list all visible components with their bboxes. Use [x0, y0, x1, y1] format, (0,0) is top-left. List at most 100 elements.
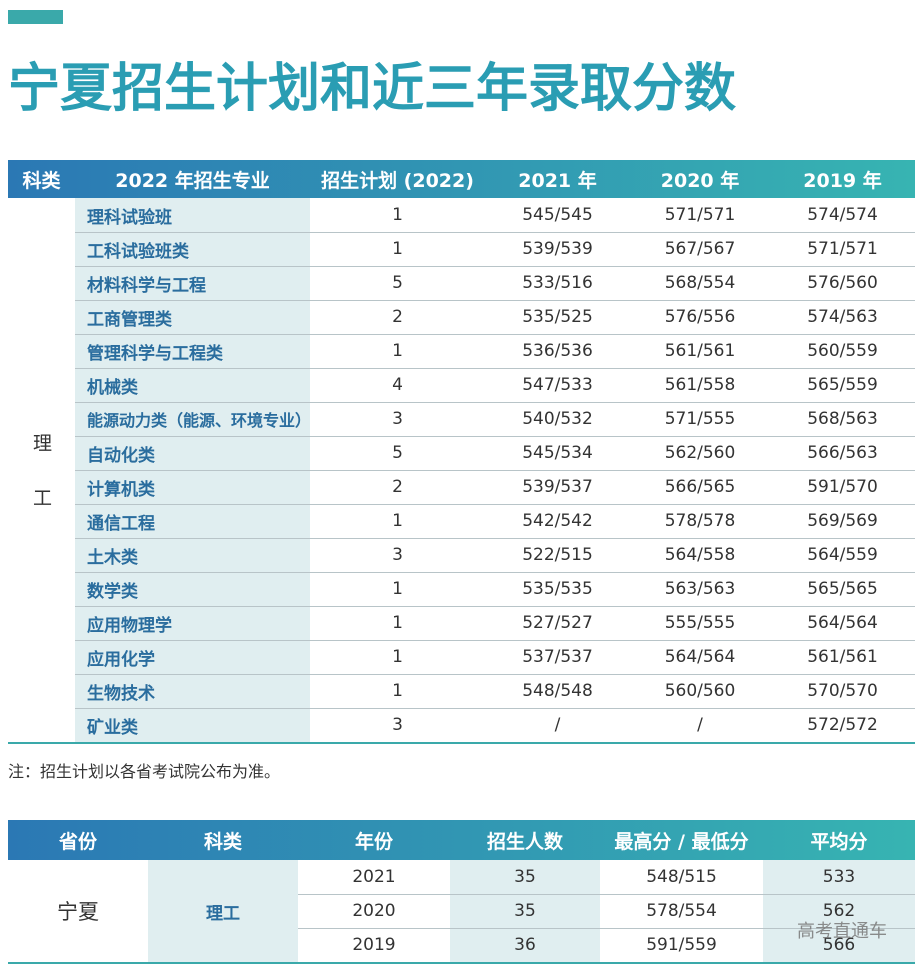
value-cell: 535/525: [522, 307, 593, 327]
major-cell: 能源动力类（能源、环境专业）: [87, 411, 312, 430]
major-cell: 材料科学与工程: [87, 275, 206, 296]
row-line: [75, 708, 915, 709]
value-cell: 539/537: [522, 477, 593, 497]
major-cell: 生物技术: [87, 683, 155, 704]
value-cell: 527/527: [522, 613, 593, 633]
value-cell: 567/567: [664, 239, 736, 259]
category-cell: 理工: [30, 433, 52, 543]
value-cell: 537/537: [522, 647, 593, 667]
header-cell: 招生计划 (2022): [321, 169, 474, 192]
row-line: [75, 266, 915, 267]
value-cell: 566/563: [807, 443, 878, 463]
value-cell: 574/563: [807, 307, 878, 327]
row-line: [298, 928, 915, 929]
header-cell: 科类: [203, 830, 242, 853]
value-cell: 561/558: [664, 375, 736, 395]
value-cell: 36: [514, 935, 536, 955]
row-line: [75, 674, 915, 675]
value-cell: 574/574: [807, 205, 878, 225]
value-cell: 562: [822, 901, 856, 921]
value-cell: 571/571: [807, 239, 878, 259]
value-cell: 564/564: [664, 647, 736, 667]
value-cell: 2020: [352, 901, 396, 921]
major-cell: 数学类: [87, 581, 138, 602]
major-cell: 工商管理类: [87, 309, 172, 330]
value-cell: 564/558: [664, 545, 736, 565]
category-cell: 理工: [206, 903, 240, 924]
major-cell: 土木类: [87, 547, 138, 568]
value-cell: 576/560: [807, 273, 878, 293]
header-cell: 省份: [58, 830, 97, 853]
value-cell: 548/548: [522, 681, 593, 701]
value-cell: 547/533: [522, 375, 593, 395]
major-cell: 计算机类: [87, 479, 155, 500]
header-cell: 最高分 / 最低分: [614, 830, 749, 853]
row-line: [75, 334, 915, 335]
value-cell: 545/534: [522, 443, 593, 463]
table2-bottom: [8, 962, 915, 964]
value-cell: 570/570: [807, 681, 878, 701]
header-cell: 招生人数: [486, 830, 563, 853]
header-cell: 科类: [22, 169, 61, 192]
value-cell: 545/545: [522, 205, 593, 225]
major-cell: 应用物理学: [87, 615, 172, 636]
value-cell: 561/561: [807, 647, 878, 667]
header-cell: 2020 年: [660, 169, 740, 192]
value-cell: 1: [392, 205, 403, 225]
note: 注：招生计划以各省考试院公布为准。: [8, 762, 281, 781]
value-cell: 2: [392, 307, 403, 327]
row-line: [75, 402, 915, 403]
value-cell: 3: [392, 409, 403, 429]
value-cell: 561/561: [664, 341, 736, 361]
value-cell: 555/555: [664, 613, 736, 633]
row-line: [75, 572, 915, 573]
value-cell: 578/554: [646, 901, 717, 921]
title: 宁夏招生计划和近三年录取分数: [8, 58, 737, 119]
row-line: [75, 504, 915, 505]
value-cell: 35: [514, 901, 536, 921]
value-cell: 564/564: [807, 613, 878, 633]
header-cell: 2019 年: [803, 169, 882, 192]
value-cell: 566/565: [664, 477, 736, 497]
value-cell: 576/556: [664, 307, 736, 327]
value-cell: 591/570: [807, 477, 878, 497]
value-cell: /: [697, 715, 703, 735]
major-cell: 工科试验班类: [87, 241, 189, 262]
value-cell: 1: [392, 613, 403, 633]
value-cell: 1: [392, 647, 403, 667]
major-cell: 应用化学: [87, 649, 155, 670]
table1-bottom: [8, 742, 915, 744]
value-cell: 4: [392, 375, 403, 395]
table1-header: [8, 160, 915, 198]
value-cell: 536/536: [522, 341, 593, 361]
value-cell: 565/559: [807, 375, 878, 395]
value-cell: 1: [392, 681, 403, 701]
major-cell: 机械类: [87, 377, 138, 398]
province-cell: 宁夏: [57, 900, 99, 924]
value-cell: 539/539: [522, 239, 593, 259]
value-cell: 2019: [352, 935, 396, 955]
value-cell: 5: [392, 443, 403, 463]
value-cell: 562/560: [664, 443, 736, 463]
value-cell: 540/532: [522, 409, 593, 429]
value-cell: 2: [392, 477, 403, 497]
value-cell: 533: [822, 867, 856, 887]
row-line: [75, 606, 915, 607]
value-cell: 565/565: [807, 579, 878, 599]
column-bg: [148, 860, 298, 962]
watermark: 高考直通车: [797, 921, 887, 942]
value-cell: 1: [392, 511, 403, 531]
value-cell: 548/515: [646, 867, 717, 887]
value-cell: 542/542: [522, 511, 593, 531]
column-bg: [763, 860, 915, 962]
value-cell: 560/559: [807, 341, 878, 361]
value-cell: 564/559: [807, 545, 878, 565]
value-cell: 566: [822, 935, 856, 955]
value-cell: 533/516: [522, 273, 593, 293]
row-line: [75, 640, 915, 641]
value-cell: 591/559: [646, 935, 717, 955]
value-cell: 535/535: [522, 579, 593, 599]
major-cell: 管理科学与工程类: [87, 343, 223, 364]
major-cell: 自动化类: [87, 445, 155, 466]
